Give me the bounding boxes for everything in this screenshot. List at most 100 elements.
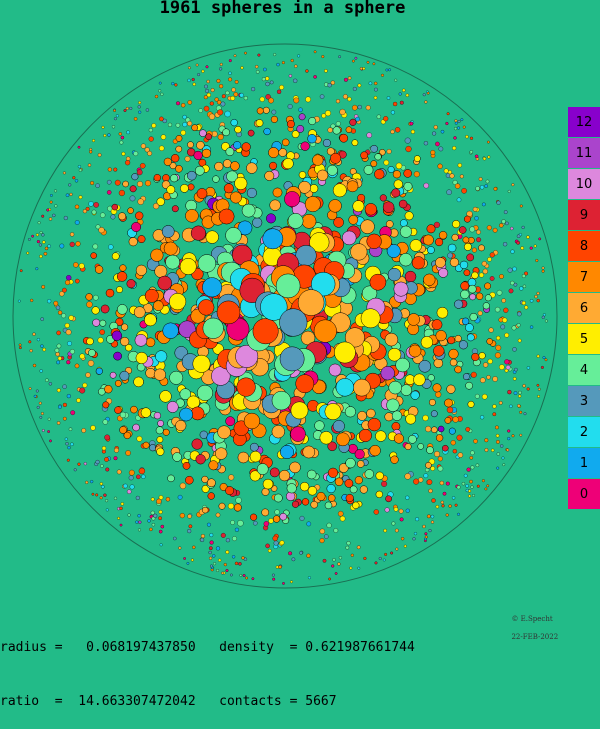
sphere (417, 443, 424, 450)
sphere (384, 507, 390, 513)
sphere (463, 215, 471, 223)
sphere (344, 479, 354, 488)
sphere (438, 146, 444, 152)
sphere (169, 293, 187, 311)
sphere (272, 515, 281, 523)
sphere (384, 412, 394, 422)
sphere (38, 243, 42, 247)
sphere (446, 112, 450, 116)
sphere (276, 89, 282, 94)
sphere (138, 520, 142, 524)
sphere (504, 359, 510, 365)
sphere (410, 390, 420, 400)
sphere (208, 550, 212, 555)
sphere (228, 77, 233, 82)
sphere (479, 185, 485, 190)
sphere (100, 464, 104, 468)
sphere (251, 87, 256, 92)
sphere (115, 317, 124, 326)
sphere (510, 249, 515, 254)
sphere (272, 577, 276, 581)
sphere (466, 333, 475, 342)
sphere (398, 92, 402, 96)
sphere (540, 365, 544, 369)
sphere (290, 401, 309, 420)
sphere (19, 269, 23, 273)
sphere (242, 574, 246, 577)
sphere (449, 358, 458, 367)
sphere (240, 66, 244, 70)
sphere (67, 445, 71, 450)
sphere (173, 536, 177, 541)
sphere (129, 484, 135, 490)
sphere (503, 307, 509, 313)
sphere (454, 121, 458, 125)
sphere (461, 482, 466, 486)
sphere (127, 207, 134, 214)
sphere (413, 155, 421, 162)
sphere (153, 513, 158, 518)
sphere (349, 485, 358, 494)
sphere (447, 243, 457, 253)
sphere (355, 116, 360, 122)
sphere (339, 133, 349, 143)
sphere (113, 351, 122, 361)
sphere (500, 444, 504, 448)
sphere (508, 288, 514, 294)
sphere (175, 145, 183, 153)
sphere (36, 405, 40, 409)
sphere (159, 145, 165, 151)
sphere (234, 176, 248, 190)
sphere (279, 512, 287, 521)
sphere (261, 508, 270, 517)
sphere (113, 109, 116, 112)
sphere (192, 545, 196, 549)
sphere (39, 254, 43, 259)
sphere (200, 534, 205, 539)
sphere (481, 261, 487, 267)
sphere (341, 230, 357, 246)
sphere (191, 124, 199, 132)
sphere (119, 506, 123, 511)
sphere (290, 58, 294, 63)
sphere (374, 561, 378, 565)
sphere (126, 489, 132, 494)
sphere (85, 480, 89, 484)
sphere (282, 158, 294, 170)
sphere (102, 419, 108, 425)
sphere (420, 336, 434, 349)
sphere (456, 485, 461, 490)
sphere (363, 556, 367, 560)
sphere (441, 504, 445, 508)
sphere (344, 406, 356, 418)
legend-item-7: 7 (568, 261, 600, 292)
sphere (218, 502, 226, 510)
sphere (113, 167, 118, 172)
sphere (383, 159, 390, 166)
sphere (210, 88, 215, 93)
sphere (290, 426, 306, 442)
sphere (41, 233, 45, 237)
sphere (268, 518, 274, 524)
sphere (309, 232, 330, 253)
sphere (526, 387, 530, 391)
sphere (304, 196, 321, 213)
sphere (204, 84, 208, 89)
legend-item-1: 1 (568, 447, 600, 478)
sphere (426, 514, 431, 519)
sphere (187, 514, 192, 519)
sphere (415, 517, 420, 522)
sphere (212, 175, 220, 183)
sphere (328, 577, 331, 581)
sphere (465, 323, 474, 332)
sphere (101, 485, 105, 489)
sphere (454, 299, 464, 309)
sphere (346, 541, 351, 546)
sphere (122, 180, 129, 188)
sphere (386, 149, 392, 154)
sphere (111, 203, 119, 211)
sphere (207, 492, 215, 500)
sphere (407, 313, 420, 326)
sphere (379, 194, 387, 202)
sphere (456, 434, 463, 441)
